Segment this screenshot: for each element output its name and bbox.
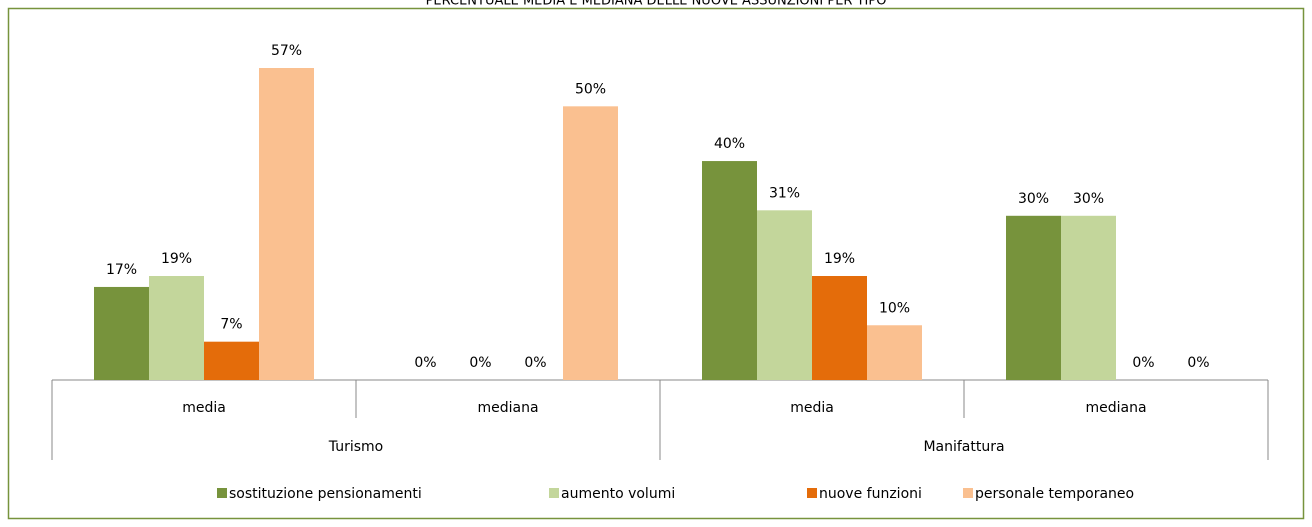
value-label: 7%: [220, 317, 242, 333]
value-label: 0%: [524, 355, 546, 371]
value-label: 0%: [469, 355, 491, 371]
legend-label: sostituzione pensionamenti: [229, 486, 422, 502]
bar: [204, 341, 259, 380]
bar: [563, 106, 618, 380]
category-label: media: [182, 400, 226, 416]
bar: [94, 286, 149, 380]
value-label: 10%: [879, 300, 910, 316]
value-label: 30%: [1073, 191, 1104, 207]
legend-swatch: [549, 488, 559, 498]
bar: [1006, 215, 1061, 380]
bar: [757, 210, 812, 380]
value-label: 30%: [1018, 191, 1049, 207]
category-label: mediana: [477, 400, 538, 416]
value-label: 57%: [271, 43, 302, 59]
value-label: 0%: [1187, 355, 1209, 371]
value-label: 40%: [714, 136, 745, 152]
value-label: 17%: [106, 262, 137, 278]
legend-label: personale temporaneo: [975, 486, 1134, 502]
value-label: 0%: [1132, 355, 1154, 371]
legend-swatch: [217, 488, 227, 498]
legend-swatch: [807, 488, 817, 498]
group-label: Turismo: [328, 439, 383, 455]
chart-title: PERCENTUALE MEDIA E MEDIANA DELLE NUOVE …: [426, 0, 887, 9]
value-label: 0%: [414, 355, 436, 371]
value-label: 19%: [161, 251, 192, 267]
bar: [702, 161, 757, 380]
legend-label: nuove funzioni: [819, 486, 922, 502]
bar: [1061, 215, 1116, 380]
bar: [259, 68, 314, 380]
bar: [867, 325, 922, 380]
category-label: media: [790, 400, 834, 416]
group-label: Manifattura: [923, 439, 1004, 455]
value-label: 19%: [824, 251, 855, 267]
legend-label: aumento volumi: [561, 486, 675, 502]
value-label: 31%: [769, 185, 800, 201]
legend-swatch: [963, 488, 973, 498]
bar: [149, 276, 204, 380]
value-label: 50%: [575, 81, 606, 97]
bar: [812, 276, 867, 380]
category-label: mediana: [1085, 400, 1146, 416]
